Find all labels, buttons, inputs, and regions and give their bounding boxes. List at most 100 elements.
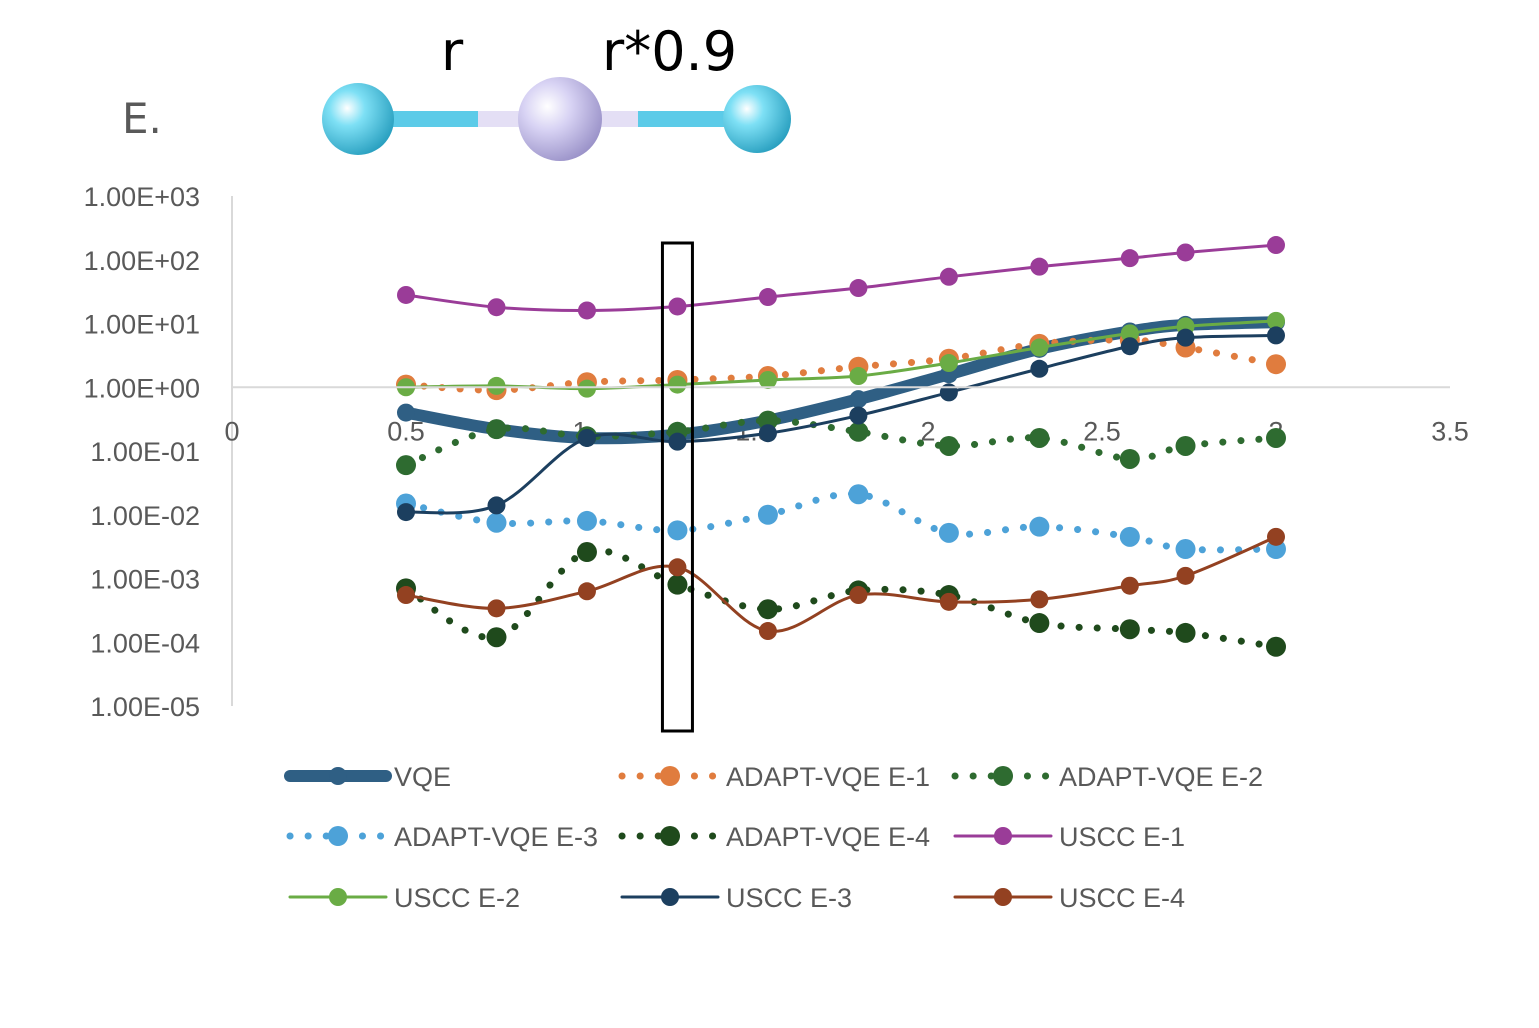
data-point xyxy=(397,285,415,304)
data-point xyxy=(668,375,687,394)
data-point xyxy=(1175,539,1196,560)
highlight-box xyxy=(660,241,694,733)
data-point xyxy=(1176,328,1195,347)
legend-label: ADAPT-VQE E-3 xyxy=(394,822,598,852)
y-tick-label: 1.00E-01 xyxy=(90,437,200,467)
data-point xyxy=(1119,619,1140,640)
data-point xyxy=(1029,613,1050,634)
data-point xyxy=(1120,324,1139,343)
data-point xyxy=(849,367,868,386)
series-line xyxy=(404,535,1278,633)
data-point xyxy=(939,383,958,402)
data-point xyxy=(1175,435,1196,456)
data-point xyxy=(577,379,596,398)
legend-label: USCC E-3 xyxy=(726,883,852,913)
data-point xyxy=(1266,427,1286,448)
data-point xyxy=(848,484,869,505)
y-tick-label: 1.00E+03 xyxy=(84,182,200,212)
panel-label: E. xyxy=(122,94,162,143)
x-tick-label: 0 xyxy=(224,416,239,446)
x-tick-label: 3.5 xyxy=(1431,416,1469,446)
data-point xyxy=(939,592,958,611)
data-point xyxy=(849,586,868,605)
legend-label: VQE xyxy=(394,762,451,792)
data-point xyxy=(486,419,507,440)
series-line xyxy=(404,319,1278,391)
series-uscc-e-4 xyxy=(397,527,1285,641)
data-point xyxy=(757,410,778,431)
data-point xyxy=(1029,516,1050,537)
legend-swatch-marker xyxy=(661,888,679,906)
legend-swatch-marker xyxy=(328,826,348,846)
data-point xyxy=(1176,566,1195,585)
y-tick-label: 1.00E-05 xyxy=(90,692,200,722)
data-point xyxy=(1119,448,1140,469)
data-point xyxy=(938,435,959,456)
series-line xyxy=(404,333,1278,515)
atom-center xyxy=(518,77,602,161)
legend: VQE ADAPT-VQE E-1 ADAPT-VQE E-2 ADAPT-VQE E… xyxy=(284,762,1263,913)
data-point xyxy=(757,504,778,525)
data-point xyxy=(576,510,597,531)
legend-label: ADAPT-VQE E-4 xyxy=(726,822,930,852)
legend-item: USCC E-2 xyxy=(288,883,520,913)
data-point xyxy=(1029,427,1050,448)
series-vqe xyxy=(397,313,1285,447)
y-tick-labels: 1.00E+03 1.00E+02 1.00E+01 1.00E+00 1.00E-01… xyxy=(84,182,200,722)
data-point xyxy=(939,267,958,286)
y-tick-label: 1.00E-04 xyxy=(90,628,200,658)
data-point xyxy=(758,424,777,443)
molecule-graphic xyxy=(322,77,791,161)
y-tick-label: 1.00E-03 xyxy=(90,565,200,595)
data-point xyxy=(758,622,777,641)
data-point xyxy=(1266,636,1286,657)
data-point xyxy=(1030,359,1049,378)
data-point xyxy=(1030,338,1049,357)
data-point xyxy=(1267,311,1285,330)
data-point xyxy=(667,520,688,541)
legend-label: USCC E-1 xyxy=(1059,822,1185,852)
data-point xyxy=(1120,576,1139,595)
data-point xyxy=(577,301,596,320)
data-point xyxy=(849,279,868,298)
data-point xyxy=(668,558,687,577)
series-line xyxy=(402,336,1280,394)
data-point xyxy=(849,390,868,409)
data-point xyxy=(1176,243,1195,262)
x-tick-label: 2.5 xyxy=(1083,416,1121,446)
bond-left-label: r xyxy=(441,20,464,83)
data-point xyxy=(487,298,506,317)
data-point xyxy=(576,542,597,563)
data-point xyxy=(938,522,959,543)
data-point xyxy=(487,376,506,395)
data-point xyxy=(667,574,688,595)
legend-label: USCC E-4 xyxy=(1059,883,1185,913)
legend-item: USCC E-3 xyxy=(620,883,852,913)
data-point xyxy=(1267,326,1285,345)
legend-label: USCC E-2 xyxy=(394,883,520,913)
series-line xyxy=(402,417,1280,469)
legend-swatch-marker xyxy=(994,827,1012,845)
data-point xyxy=(758,288,777,307)
legend-label: ADAPT-VQE E-2 xyxy=(1059,762,1263,792)
atom-left xyxy=(322,83,394,155)
data-point xyxy=(577,428,596,447)
data-point xyxy=(1119,526,1140,547)
data-point xyxy=(486,627,507,648)
y-tick-label: 1.00E-02 xyxy=(90,501,200,531)
legend-item: USCC E-1 xyxy=(953,822,1185,852)
data-point xyxy=(1120,337,1139,356)
data-point xyxy=(668,432,687,451)
y-tick-label: 1.00E+02 xyxy=(84,246,200,276)
series-line xyxy=(402,547,1280,651)
series-line xyxy=(402,490,1280,554)
data-point xyxy=(757,599,778,620)
data-point xyxy=(1267,527,1285,546)
data-point xyxy=(396,455,416,476)
data-point xyxy=(939,354,958,373)
y-tick-label: 1.00E+00 xyxy=(84,373,200,403)
data-point xyxy=(668,297,687,316)
y-tick-label: 1.00E+01 xyxy=(84,310,200,340)
legend-item: VQE xyxy=(284,762,451,792)
legend-swatch-marker xyxy=(994,888,1012,906)
